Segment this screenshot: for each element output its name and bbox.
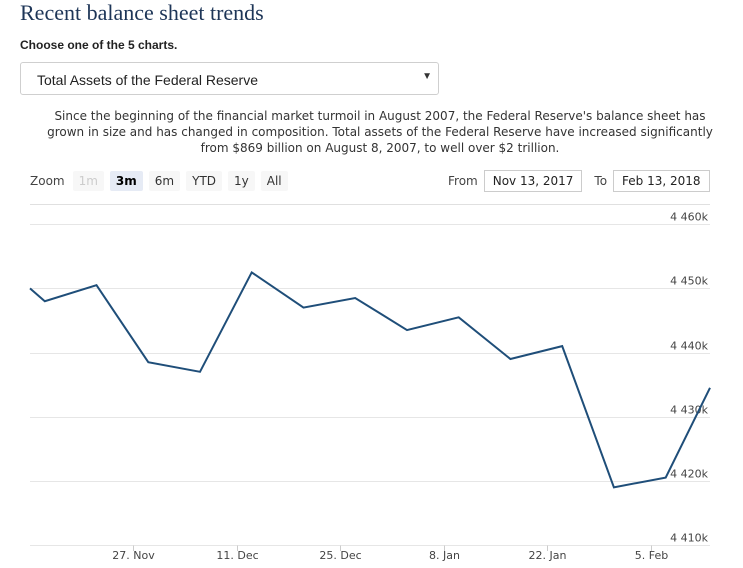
y-tick-label: 4 410k (670, 532, 708, 545)
chart-selector-dropdown[interactable]: Total Assets of the Federal Reserve ▼ (20, 62, 439, 95)
zoom-button-3m[interactable]: 3m (109, 171, 143, 191)
caret-down-icon: ▼ (422, 71, 432, 82)
zoom-button-ytd[interactable]: YTD (186, 171, 223, 191)
x-tick-label: 27. Nov (112, 549, 155, 562)
to-date-input[interactable]: Feb 13, 2018 (613, 170, 710, 192)
chart-selector-value: Total Assets of the Federal Reserve (37, 72, 258, 88)
x-tick-label: 5. Feb (635, 549, 668, 562)
to-label: To (594, 174, 608, 188)
balance-sheet-line-chart[interactable]: 4 410k 4 420k 4 430k 4 440k 4 450k 4 460k 27. … (0, 200, 743, 568)
chart-selector-label: Choose one of the 5 charts. (20, 38, 178, 52)
y-tick-label: 4 440k (670, 340, 708, 353)
y-tick-label: 4 430k (670, 404, 708, 417)
zoom-button-all[interactable]: All (260, 171, 288, 191)
y-tick-label: 4 420k (670, 468, 708, 481)
y-tick-label: 4 450k (670, 275, 708, 288)
y-tick-label: 4 460k (670, 211, 708, 224)
zoom-button-1y[interactable]: 1y (228, 171, 255, 191)
zoom-controls: Zoom 1m 3m 6m YTD 1y All (30, 170, 288, 192)
x-tick-label: 25. Dec (319, 549, 361, 562)
x-tick-label: 22. Jan (529, 549, 567, 562)
zoom-button-1m[interactable]: 1m (72, 171, 104, 191)
x-tick-label: 11. Dec (216, 549, 258, 562)
zoom-label: Zoom (30, 174, 65, 188)
x-tick-label: 8. Jan (429, 549, 460, 562)
zoom-button-6m[interactable]: 6m (148, 171, 181, 191)
page-title: Recent balance sheet trends (20, 0, 264, 25)
series-line (29, 270, 711, 489)
from-date-input[interactable]: Nov 13, 2017 (483, 170, 583, 192)
date-range-selector: From Nov 13, 2017 To Feb 13, 2018 (448, 169, 710, 193)
from-label: From (448, 174, 478, 188)
chart-description: Since the beginning of the financial mar… (47, 109, 713, 155)
